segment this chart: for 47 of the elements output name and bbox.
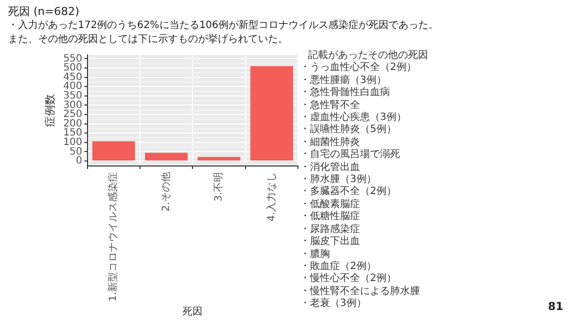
bar <box>198 156 240 160</box>
y-tick-label: 450 <box>63 72 82 83</box>
text: ・肺水腫（3例） <box>300 174 378 186</box>
bar <box>250 66 293 160</box>
text: ・誤嚥性肺炎（5例） <box>300 124 398 136</box>
text: ・低糖性脳症 <box>300 211 361 224</box>
text: ・急性骨髄性白血病 <box>300 87 391 100</box>
y-tick-label: 550 <box>63 53 82 64</box>
text: ・虚血性心疾患（3例） <box>300 112 408 124</box>
text: ・自宅の風呂場で溺死 <box>300 149 401 162</box>
text: ・低酸素脳症 <box>300 198 361 210</box>
text: 記載があったその他の死因 <box>307 50 428 62</box>
y-tick-label: 350 <box>63 90 82 102</box>
bar <box>144 152 188 160</box>
text: ・うっ血性心不全（2例） <box>300 62 418 74</box>
y-tick-label: 150 <box>63 128 82 139</box>
text: ・急性腎不全 <box>300 100 361 112</box>
y-tick-label: 400 <box>63 81 82 92</box>
y-axis-title: 症例数 <box>43 94 56 127</box>
x-tick-label: 1.新型コロナウイルス感染症 <box>107 172 120 302</box>
x-axis-title: 死因 <box>182 306 203 318</box>
text: ・敗血症（2例） <box>300 260 378 272</box>
text: ・細菌性肺炎 <box>300 136 361 148</box>
y-tick-label: 300 <box>63 100 82 111</box>
text: ・多臓器不全（2例） <box>300 186 398 198</box>
text: ・脳皮下出血 <box>300 236 361 248</box>
y-tick-label: 100 <box>63 136 82 148</box>
y-tick-label: 500 <box>63 62 82 74</box>
text: ・慢性心不全（2例） <box>300 273 398 286</box>
y-tick-label: 250 <box>63 109 82 120</box>
text: また、その他の死因としては下に示すものが挙げられていた。 <box>8 32 288 46</box>
x-tick-label: 2.その他 <box>160 172 172 212</box>
text: ・慢性腎不全による肺水腫 <box>300 286 421 298</box>
bar <box>92 141 135 160</box>
y-tick-label: 50 <box>70 146 82 158</box>
chart-title: 死因 (n=682) <box>8 4 80 19</box>
chart-subtitle: ・入力があった172例のうち62%に当たる106例が新型コロナウイルス感染症が死因であった。 <box>8 18 438 32</box>
text: 81 <box>548 300 564 313</box>
x-tick-label: 4.入力なし <box>265 172 278 222</box>
text: ・老衰（3例） <box>300 298 368 311</box>
y-tick-label: 200 <box>63 118 82 130</box>
text: ・消化管出血 <box>300 162 361 174</box>
text: ・悪性腫瘍（3例） <box>300 74 388 86</box>
x-tick-label: 3.不明 <box>214 172 225 202</box>
y-tick-label: 0 <box>76 156 82 167</box>
text: ・膿胸 <box>300 248 331 260</box>
text: ・尿路感染症 <box>300 224 361 236</box>
